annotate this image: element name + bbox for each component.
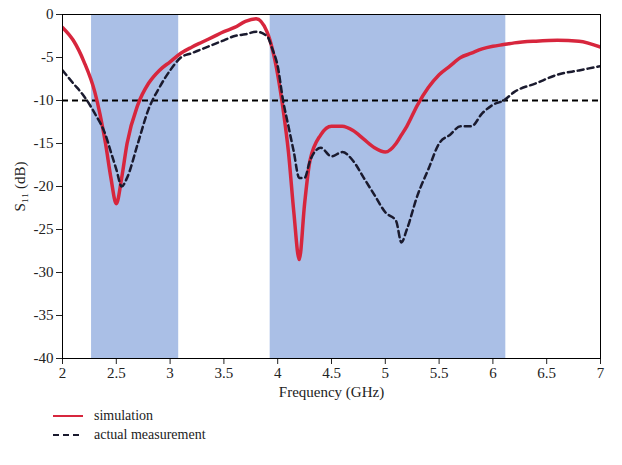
svg-text:2.5: 2.5 <box>107 365 126 381</box>
svg-text:6: 6 <box>489 365 497 381</box>
svg-text:7: 7 <box>597 365 605 381</box>
svg-text:-25: -25 <box>34 221 54 237</box>
svg-text:5: 5 <box>382 365 390 381</box>
svg-text:-35: -35 <box>34 307 54 323</box>
html-text:actual measurement: actual measurement <box>94 426 206 442</box>
svg-text:2: 2 <box>59 365 67 381</box>
svg-text:4: 4 <box>274 365 282 381</box>
svg-text:-10: -10 <box>34 92 54 108</box>
html-text:simulation: simulation <box>94 407 154 423</box>
svg-text:-15: -15 <box>34 135 54 151</box>
svg-text:-30: -30 <box>34 264 54 280</box>
svg-text:-5: -5 <box>41 49 54 65</box>
svg-text:6.5: 6.5 <box>537 365 556 381</box>
svg-text:-40: -40 <box>34 350 54 366</box>
svg-text:5.5: 5.5 <box>430 365 449 381</box>
svg-text:3: 3 <box>166 365 174 381</box>
svg-text:S₁₁ (dB): S₁₁ (dB) <box>12 161 29 211</box>
svg-text:4.5: 4.5 <box>322 365 341 381</box>
svg-text:3.5: 3.5 <box>215 365 234 381</box>
svg-text:Frequency (GHz): Frequency (GHz) <box>279 384 384 401</box>
svg-text:-20: -20 <box>34 178 54 194</box>
svg-text:0: 0 <box>46 6 54 22</box>
